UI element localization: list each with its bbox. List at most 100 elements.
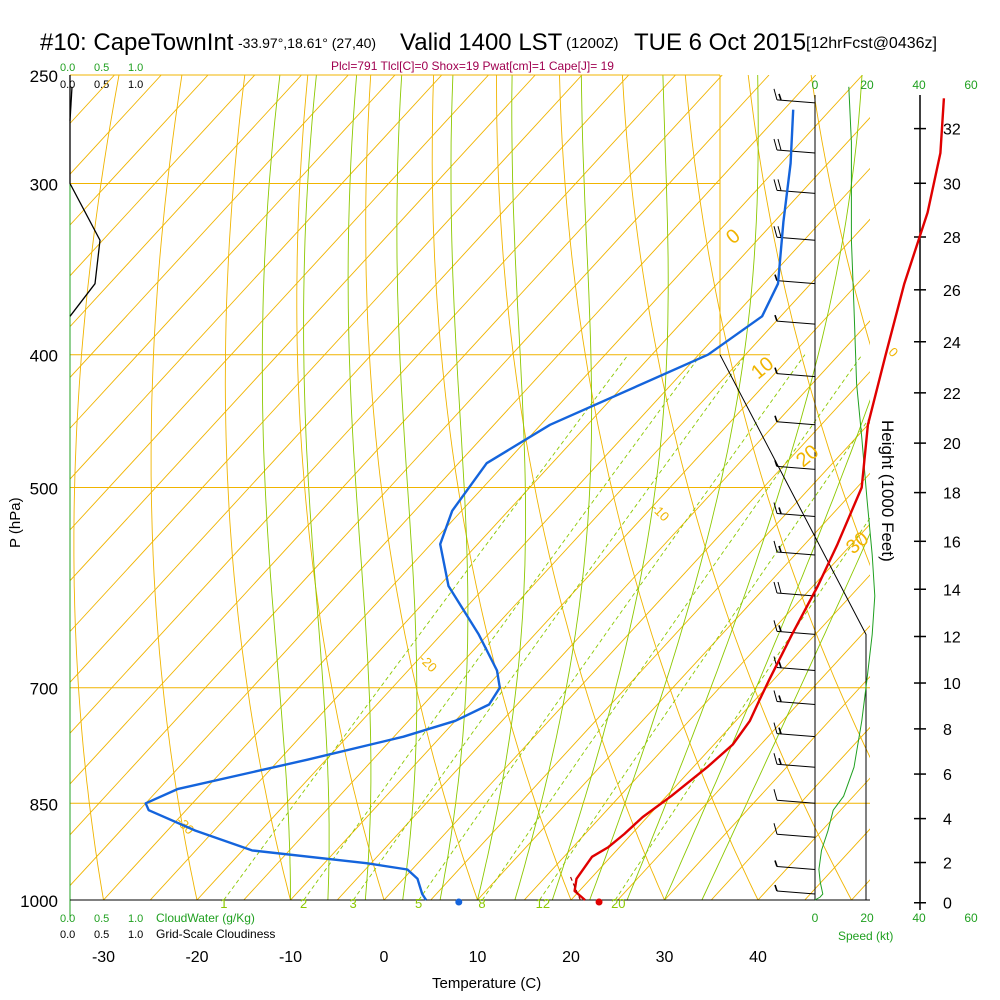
barb-half-feather — [774, 460, 778, 467]
mixing-ratio-label: 1 — [220, 896, 227, 911]
barb-staff — [776, 280, 816, 285]
barb-staff — [776, 421, 816, 426]
wind-barb — [773, 620, 816, 635]
barb-half-feather — [778, 727, 782, 734]
isotherm-line — [710, 726, 870, 900]
temperature-tick-label: 30 — [656, 949, 674, 966]
speed-tick-label: 60 — [964, 78, 978, 92]
speed-tick-label: 60 — [964, 911, 978, 925]
scale-tick-1: 1.0 — [128, 79, 143, 91]
temperature-tick-label: 10 — [469, 949, 487, 966]
dry-adiabat-line — [496, 75, 665, 900]
scale-tick-05: 0.5 — [94, 929, 109, 941]
scale-tick-1: 1.0 — [128, 913, 143, 925]
height-tick-label: 10 — [943, 676, 961, 693]
wind-barb — [773, 753, 816, 768]
isotherm-label: -20 — [416, 651, 440, 675]
pressure-tick-label: 500 — [30, 480, 58, 499]
temperature-tick-label: 20 — [562, 949, 580, 966]
barb-feather — [773, 753, 778, 765]
barb-feather — [773, 620, 778, 632]
wind-barb — [773, 823, 816, 838]
height-tick-label: 18 — [943, 486, 961, 503]
scale-tick-0: 0.0 — [60, 79, 75, 91]
barb-staff — [776, 833, 816, 838]
dry-adiabat-line — [559, 75, 759, 900]
mixing-ratio-label: 12 — [536, 896, 550, 911]
temperature-tick-label: -10 — [279, 949, 302, 966]
height-tick-label: 24 — [943, 335, 961, 352]
pressure-tick-label: 250 — [30, 67, 58, 86]
mixing-ratio-line — [481, 354, 863, 900]
isotherm-line — [70, 75, 302, 328]
wind-barb — [773, 789, 816, 804]
pressure-tick-label: 300 — [30, 176, 58, 195]
dry-adiabat-line — [747, 75, 870, 567]
speed-tick-label: 20 — [860, 78, 874, 92]
temperature-tick-label: 0 — [380, 949, 389, 966]
height-tick-label: 14 — [943, 582, 961, 599]
pressure-tick-label: 1000 — [20, 892, 58, 911]
barb-half-feather — [778, 545, 782, 553]
moist-adiabat-line — [396, 75, 418, 900]
wind-barb — [774, 367, 816, 378]
height-axis-title: Height (1000 Feet) — [878, 420, 897, 562]
sounding-series — [144, 98, 946, 906]
dry-adiabat-line — [73, 75, 120, 900]
wind-barb — [774, 860, 816, 870]
height-tick-label: 2 — [943, 856, 952, 873]
barb-half-feather — [774, 860, 778, 867]
mixing-ratio-label: 20 — [611, 896, 625, 911]
moist-adiabat-line — [303, 75, 330, 900]
wind-barb — [773, 88, 816, 104]
speed-tick-label: 20 — [860, 911, 874, 925]
mixing-ratio-label: 8 — [478, 896, 485, 911]
speed-line — [814, 86, 876, 901]
moist-adiabat-line — [477, 75, 527, 900]
wind-barb — [773, 722, 816, 738]
valid-date: TUE 6 Oct 2015 — [634, 29, 806, 56]
height-tick-label: 20 — [943, 436, 961, 453]
temperature-tick-label: -30 — [92, 949, 115, 966]
wind-barb — [774, 884, 816, 895]
speed-tick-label: 40 — [912, 78, 926, 92]
adiabat-label: 0 — [722, 225, 745, 249]
stats-line: Plcl=791 Tlcl[C]=0 Shox=19 Pwat[cm]=1 Ca… — [331, 59, 614, 73]
barb-feather — [773, 823, 778, 835]
temperature-tick-label: 40 — [749, 949, 767, 966]
barb-feather — [777, 581, 782, 594]
wind-barbs — [773, 88, 816, 895]
adiabat-label: 10 — [747, 353, 778, 384]
temperature-tick-label: -20 — [185, 949, 208, 966]
barb-staff — [776, 763, 816, 768]
dry-adiabat-line — [365, 75, 478, 900]
isotherm-line — [70, 75, 209, 226]
wind-barb — [773, 502, 816, 518]
height-tick-label: 12 — [943, 629, 961, 646]
wind-barb — [774, 415, 816, 426]
zulu-time: (1200Z) — [566, 35, 619, 52]
surface-dewpoint-dot — [455, 898, 463, 906]
barb-half-feather — [774, 314, 778, 322]
barb-feather — [773, 722, 778, 734]
barb-feather — [773, 138, 778, 151]
temperature-line — [573, 98, 946, 901]
barb-feather — [773, 690, 778, 702]
isotherm-line — [430, 421, 870, 900]
speed-tick-label: 0 — [812, 911, 819, 925]
moist-adiabat-line — [589, 75, 759, 900]
barb-feather — [773, 88, 778, 101]
moist-adiabat-line — [261, 75, 291, 900]
speed-profile — [814, 86, 876, 901]
barb-staff — [776, 99, 816, 104]
barb-feather — [773, 226, 778, 238]
moist-adiabat-line — [626, 75, 863, 900]
dry-adiabat-line — [621, 75, 852, 900]
pressure-axis: 250 300 400 500 700 850 1000 — [20, 67, 58, 911]
barb-half-feather — [774, 367, 778, 374]
forecast-info: [12hrFcst@0436z] — [806, 35, 937, 52]
barb-staff — [776, 865, 816, 870]
barb-half-feather — [774, 274, 778, 281]
